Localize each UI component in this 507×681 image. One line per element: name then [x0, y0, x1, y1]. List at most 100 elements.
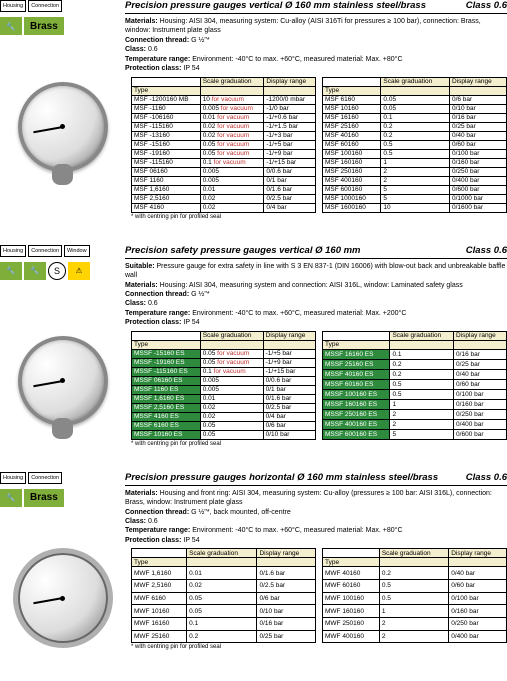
table-row: MSSF 10160 ES0.050/10 bar — [132, 430, 316, 439]
table-row: MWF 16016010/160 bar — [323, 605, 507, 618]
badge-connection: Connection — [28, 245, 62, 257]
table-row: MSF -1200160 MB10 for vacuum-1200/0 mbar — [132, 95, 316, 104]
specs: Suitable: Pressure gauge for extra safet… — [125, 262, 507, 328]
table-row: MSF 60016050/600 bar — [323, 185, 507, 194]
table-row: MSF 16016010/160 bar — [323, 158, 507, 167]
tool-icon: 🔧 — [0, 489, 22, 507]
s-badge: S — [48, 262, 66, 280]
table-row: MSF -1061600.01 for vacuum-1/+0.6 bar — [132, 113, 316, 122]
section-horizontal-ss-brass: Housing Connection 🔧 Brass Precision pre… — [0, 472, 507, 651]
table-row: MSSF 06160 ES0.0050/0.6 bar — [132, 376, 316, 385]
table-row: MSF 1600160100/1600 bar — [323, 203, 507, 212]
gauge-image — [18, 553, 108, 643]
table-row: MSSF 25160 ES0.20/25 bar — [323, 359, 507, 369]
badge-housing: Housing — [0, 0, 26, 12]
title: Precision pressure gauges horizontal Ø 1… — [125, 472, 438, 483]
table-row: MSF 40016020/400 bar — [323, 176, 507, 185]
table-row: MWF 25016020/250 bar — [323, 617, 507, 630]
table-row: MSSF 1,6160 ES0.010/1.6 bar — [132, 394, 316, 403]
section-safety-vertical: Housing Connection Window 🔧 🔧 S ⚠ Precis… — [0, 245, 507, 447]
tool-icon: 🔧 — [24, 262, 46, 280]
class: Class 0.6 — [466, 472, 507, 483]
table-row: MSSF 60160 ES0.50/60 bar — [323, 379, 507, 389]
class: Class 0.6 — [466, 0, 507, 11]
table-row: MSSF 100160 ES0.50/100 bar — [323, 389, 507, 399]
table-row: MSSF 1160 ES0.0050/1 bar — [132, 385, 316, 394]
table-row: MWF 40016020/400 bar — [323, 630, 507, 643]
badge-connection: Connection — [28, 0, 62, 12]
table-row: MSSF 250160 ES20/250 bar — [323, 409, 507, 419]
table-row: MSF 101600.050/10 bar — [323, 104, 507, 113]
table-row: MSF 601600.50/60 bar — [323, 140, 507, 149]
table-row: MSF -151600.05 for vacuum-1/+5 bar — [132, 140, 316, 149]
gauge-image — [18, 82, 108, 172]
class: Class 0.6 — [466, 245, 507, 256]
tool-icon: 🔧 — [0, 262, 22, 280]
table-row: MSSF -15160 ES0.05 for vacuum-1/+5 bar — [132, 349, 316, 358]
specs: Materials: Housing: AISI 304, measuring … — [125, 17, 507, 74]
footnote: * with centring pin for profiled seal — [131, 441, 221, 447]
table-row: MWF 2,51600.020/2.5 bar — [132, 579, 316, 592]
table-row: MSF 401600.20/40 bar — [323, 131, 507, 140]
header-row: Housing Connection 🔧 Brass Precision pre… — [0, 0, 507, 74]
gauge-image — [18, 336, 108, 426]
table-row: MSSF -19160 ES0.05 for vacuum-1/+9 bar — [132, 358, 316, 367]
table-row: MWF 1001600.50/100 bar — [323, 592, 507, 605]
badge-window: Window — [64, 245, 90, 257]
table-row: MSF 61600.050/6 bar — [323, 95, 507, 104]
table-row: MSSF 40160 ES0.20/40 bar — [323, 369, 507, 379]
title-block: Precision pressure gauges vertical Ø 160… — [125, 0, 507, 74]
table-row: MSSF 400160 ES20/400 bar — [323, 419, 507, 429]
table-row: MSF 100016050/1000 bar — [323, 194, 507, 203]
table-row: MWF 1,61600.010/1.6 bar — [132, 567, 316, 580]
table-row: MWF 601600.50/60 bar — [323, 579, 507, 592]
table-row: MSF 061600.0050/0.6 bar — [132, 167, 316, 176]
table-row: MSF -11600.005 for vacuum-1/0 bar — [132, 104, 316, 113]
badge-housing: Housing — [0, 472, 26, 484]
table-row: MSF -191600.05 for vacuum-1/+9 bar — [132, 149, 316, 158]
footnote: * with centring pin for profiled seal — [131, 644, 221, 650]
warning-icon: ⚠ — [68, 262, 90, 280]
table-row: MSF 2,51600.020/2.5 bar — [132, 194, 316, 203]
footnote: * with centring pin for profiled seal — [131, 214, 221, 220]
table-left: Scale graduationDisplay range Type MSF -… — [131, 77, 316, 213]
specs: Materials: Housing and front ring: AISI … — [125, 489, 507, 546]
table-row: MSSF 6160 ES0.050/6 bar — [132, 421, 316, 430]
tables: Scale graduationDisplay range Type MSF -… — [131, 77, 507, 213]
table-right: Scale graduationDisplay range Type MSF 6… — [322, 77, 507, 213]
table-row: MSF -1151600.02 for vacuum-1/+1.5 bar — [132, 122, 316, 131]
table-row: MSF 161600.10/16 bar — [323, 113, 507, 122]
badge-housing: Housing — [0, 245, 26, 257]
table-row: MSF 1,61600.010/1.6 bar — [132, 185, 316, 194]
table-row: MSF 251600.20/25 bar — [323, 122, 507, 131]
table-row: MSSF 4160 ES0.020/4 bar — [132, 412, 316, 421]
table-row: MSSF 160160 ES10/160 bar — [323, 399, 507, 409]
brass-badge: Brass — [24, 17, 64, 35]
table-row: MSSF 16160 ES0.10/16 bar — [323, 349, 507, 359]
content-row: Scale graduationDisplay range Type MSF -… — [0, 77, 507, 213]
table-row: MWF 251600.20/25 bar — [132, 630, 316, 643]
section-vertical-ss-brass: Housing Connection 🔧 Brass Precision pre… — [0, 0, 507, 220]
table-left: Scale graduationDisplay range Type MSSF … — [131, 331, 316, 440]
title: Precision pressure gauges vertical Ø 160… — [125, 0, 426, 11]
table-row: MSF 11600.0050/1 bar — [132, 176, 316, 185]
table-row: MWF 61600.050/6 bar — [132, 592, 316, 605]
title: Precision safety pressure gauges vertica… — [125, 245, 361, 256]
tool-icon: 🔧 — [0, 17, 22, 35]
table-row: MSF 1001600.50/100 bar — [323, 149, 507, 158]
brass-badge: Brass — [24, 489, 64, 507]
table-row: MSF -1151600.1 for vacuum-1/+15 bar — [132, 158, 316, 167]
table-row: MSF 41600.020/4 bar — [132, 203, 316, 212]
table-row: MSF -131600.02 for vacuum-1/+3 bar — [132, 131, 316, 140]
table-row: MSSF 600160 ES50/600 bar — [323, 429, 507, 439]
table-row: MWF 161600.10/16 bar — [132, 617, 316, 630]
table-row: MSF 25016020/250 bar — [323, 167, 507, 176]
table-right: Scale graduationDisplay range Type MWF 4… — [322, 548, 507, 643]
table-row: MSSF -115160 ES0.1 for vacuum-1/+15 bar — [132, 367, 316, 376]
badge-col: Housing Connection 🔧 Brass — [0, 0, 125, 37]
table-row: MSSF 2,5160 ES0.020/2.5 bar — [132, 403, 316, 412]
badge-connection: Connection — [28, 472, 62, 484]
table-row: MWF 101600.050/10 bar — [132, 605, 316, 618]
table-left: Scale graduationDisplay range Type MWF 1… — [131, 548, 316, 643]
table-row: MWF 401600.20/40 bar — [323, 567, 507, 580]
